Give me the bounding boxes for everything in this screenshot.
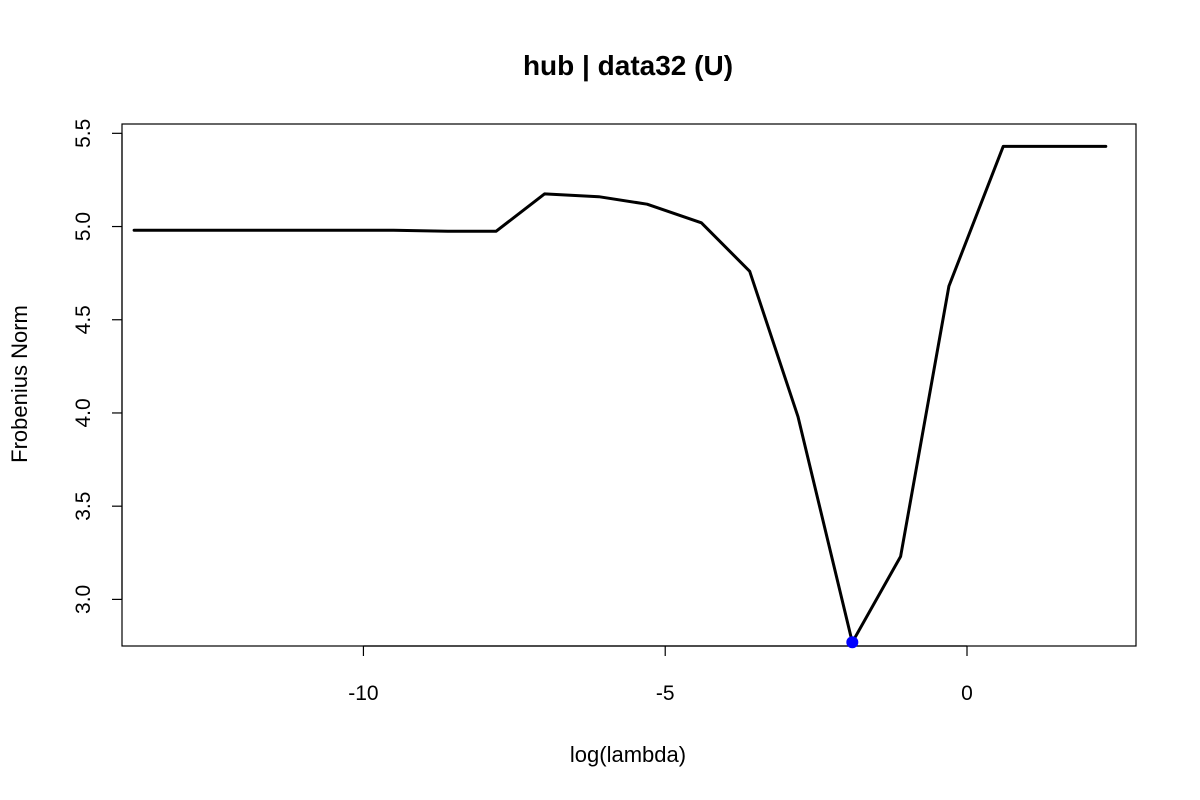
y-axis: 3.0 3.5 4.0 4.5 5.0 5.5: [72, 119, 123, 614]
y-tick-label: 3.5: [72, 492, 95, 521]
y-tick-label: 4.5: [72, 305, 95, 334]
series-layer: [132, 144, 1108, 644]
x-axis: -10 -5 0: [348, 645, 973, 705]
y-tick-label: 5.0: [72, 212, 95, 241]
min-point-marker: [846, 636, 859, 649]
highlight-layer: [846, 636, 859, 649]
x-tick-label: 0: [961, 682, 973, 705]
series-line: [132, 144, 1108, 644]
y-tick-label: 3.0: [72, 585, 95, 614]
x-tick-label: -5: [656, 682, 675, 705]
y-tick-label: 5.5: [72, 119, 95, 148]
x-tick-label: -10: [348, 682, 378, 705]
chart-title: hub | data32 (U): [523, 50, 733, 81]
x-axis-label: log(lambda): [570, 742, 686, 767]
y-axis-label: Frobenius Norm: [7, 305, 32, 463]
y-tick-label: 4.0: [72, 398, 95, 427]
